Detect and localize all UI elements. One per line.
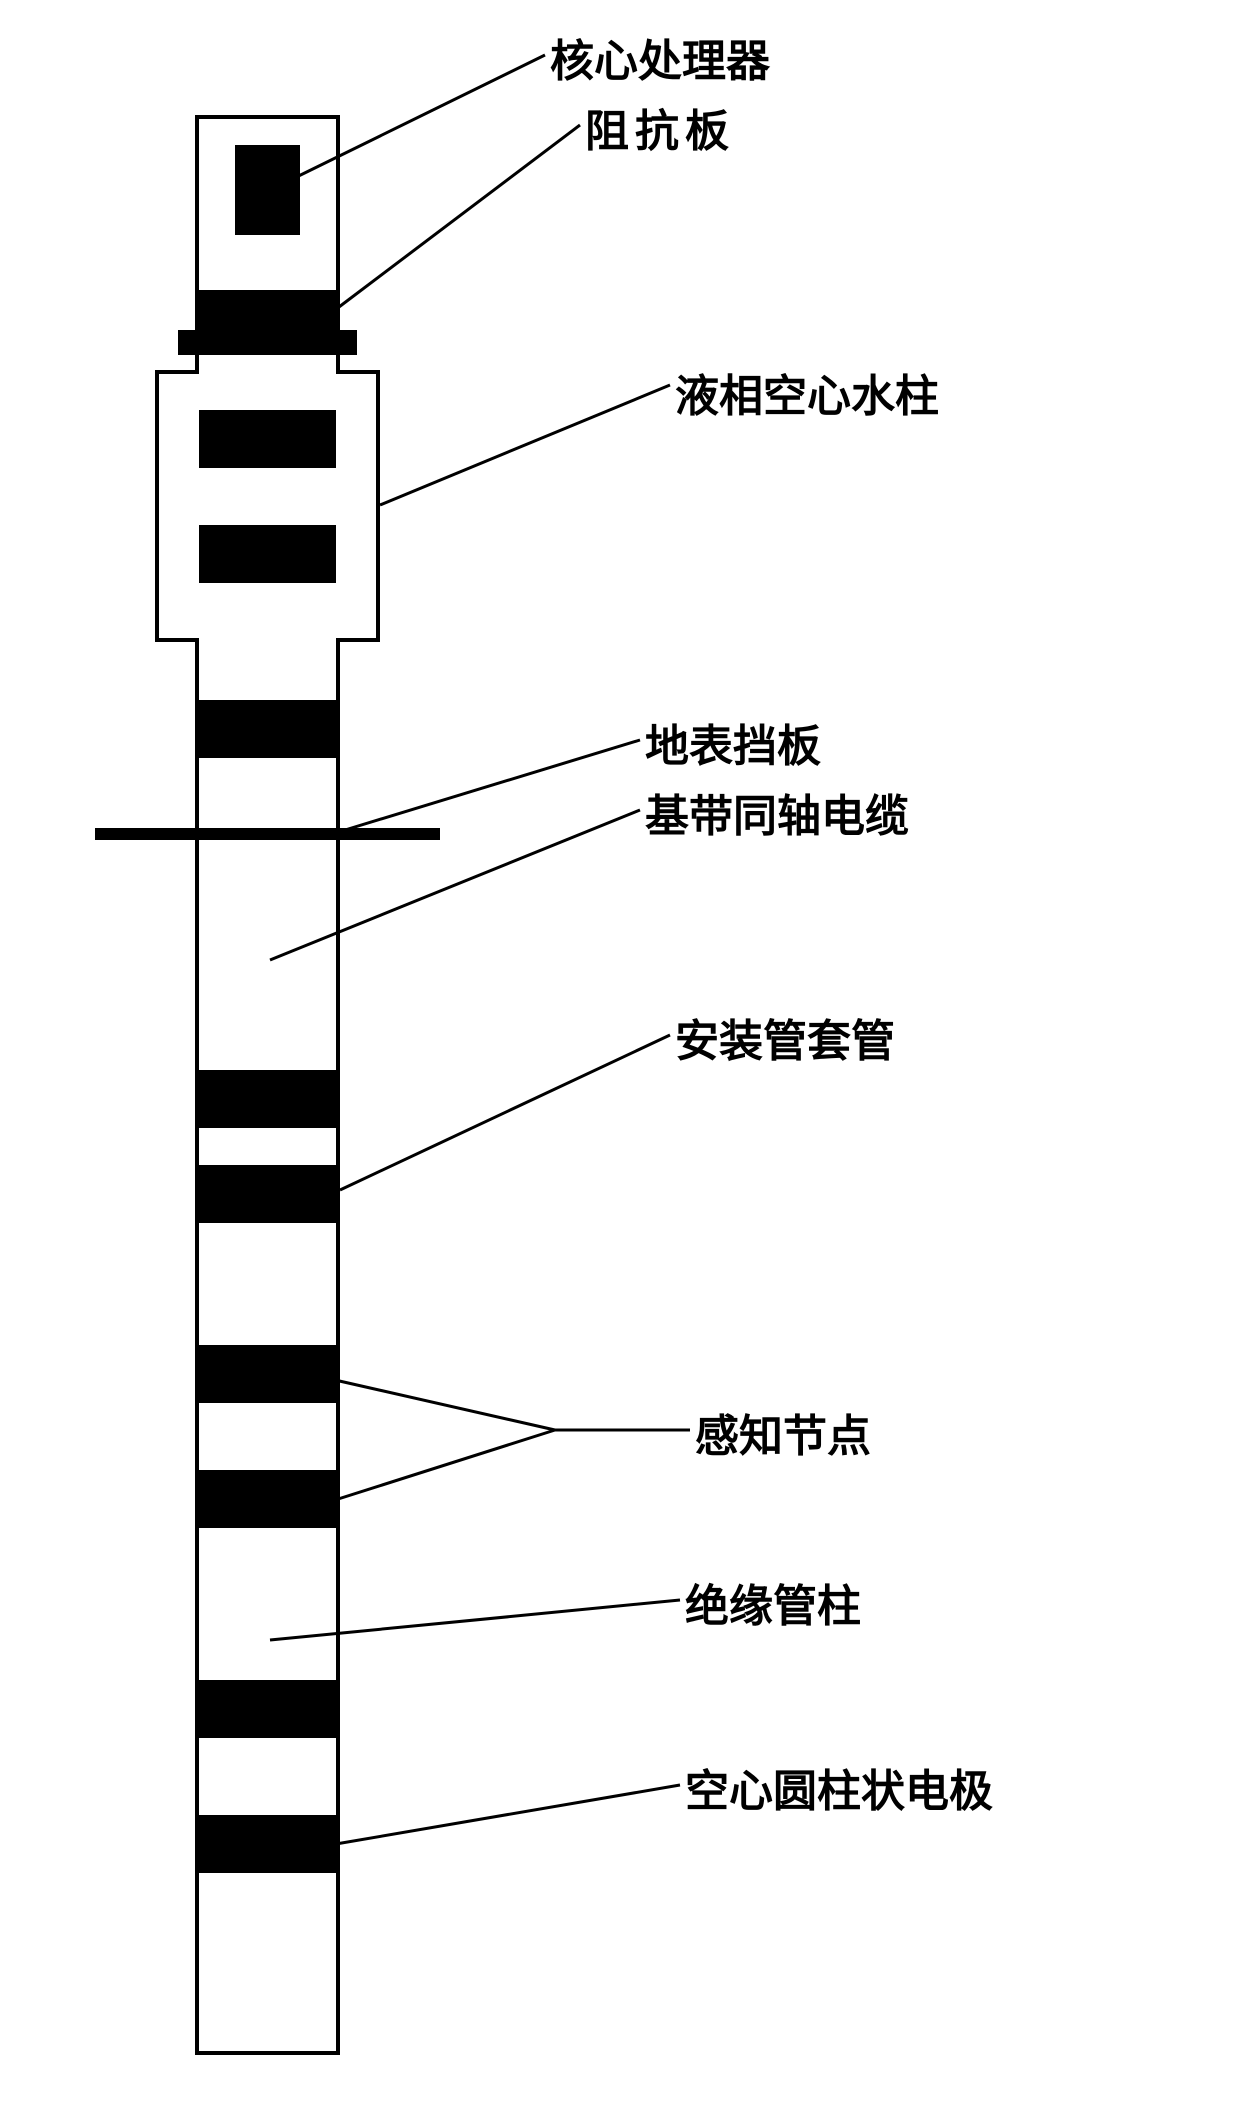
label-baseband-cable: 基带同轴电缆 [645, 780, 909, 844]
segment-4 [199, 700, 336, 758]
label-hollow-electrode: 空心圆柱状电极 [685, 1755, 993, 1819]
segment-3 [199, 525, 336, 583]
label-insulating-column: 绝缘管柱 [685, 1570, 861, 1634]
label-installation-pipe: 安装管套管 [675, 1005, 895, 1069]
label-sensing-node: 感知节点 [695, 1400, 871, 1464]
segment-10 [199, 1815, 336, 1873]
diagram-root: 核心处理器 阻抗板 液相空心水柱 地表挡板 基带同轴电缆 安装管套管 感知节点 … [0, 0, 1240, 2110]
label-core-processor: 核心处理器 [550, 25, 770, 89]
segment-6 [199, 1165, 336, 1223]
label-surface-baffle: 地表挡板 [645, 710, 821, 774]
segment-2 [199, 410, 336, 468]
leader-lines [0, 0, 1240, 2110]
segment-7 [199, 1345, 336, 1403]
segment-8 [199, 1470, 336, 1528]
water-column-right-wall [336, 370, 380, 642]
surface-baffle-bar [95, 828, 440, 840]
segment-1 [199, 290, 336, 340]
core-processor-block [235, 145, 300, 235]
segment-9 [199, 1680, 336, 1738]
segment-5 [199, 1070, 336, 1128]
water-column-left-wall [155, 370, 199, 642]
label-water-column: 液相空心水柱 [675, 360, 939, 424]
label-impedance-plate: 阻抗板 [585, 95, 735, 159]
